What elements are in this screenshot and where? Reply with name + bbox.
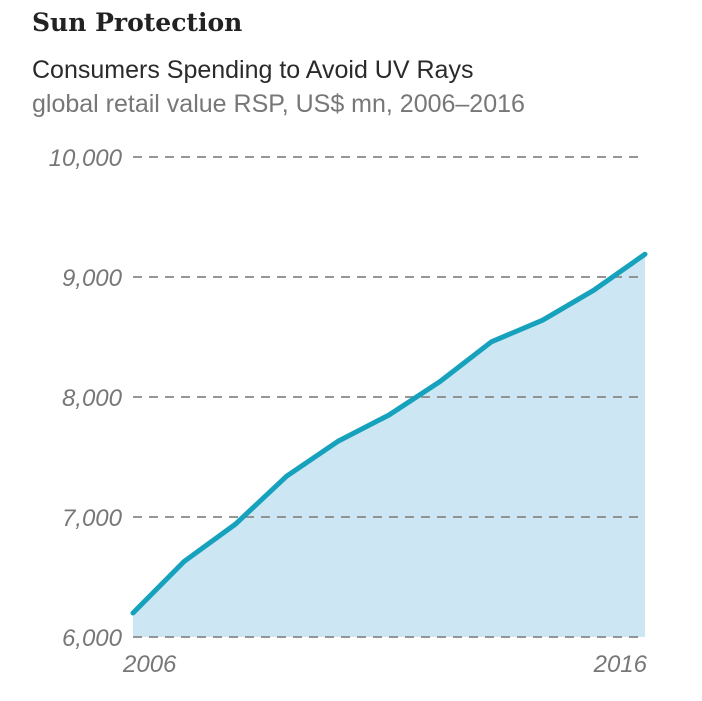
area-fill: [133, 254, 645, 637]
y-tick-label: 10,000: [49, 145, 123, 172]
y-tick-label: 6,000: [62, 625, 123, 652]
y-tick-label: 7,000: [62, 505, 123, 532]
x-tick-label: 2016: [593, 651, 648, 678]
y-tick-label: 9,000: [62, 265, 123, 292]
y-tick-label: 8,000: [62, 385, 123, 412]
chart-subtitle: Consumers Spending to Avoid UV Rays: [32, 56, 474, 84]
chart-description: global retail value RSP, US$ mn, 2006–20…: [32, 90, 525, 118]
chart-title: Sun Protection: [32, 8, 243, 37]
x-tick-label: 2006: [122, 651, 177, 678]
